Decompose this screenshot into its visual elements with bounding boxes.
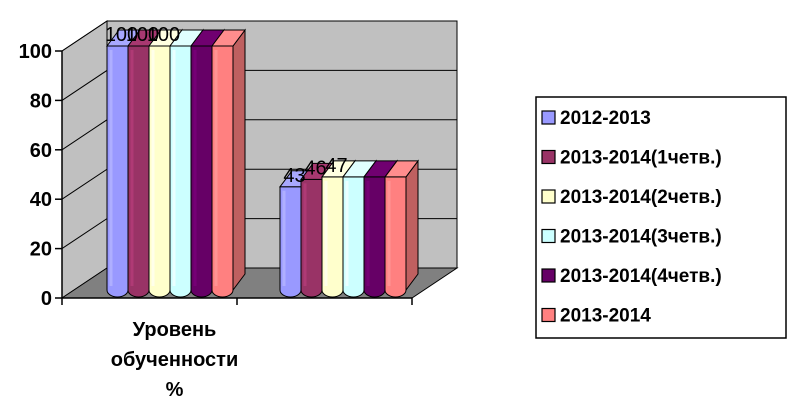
y-tick-label: 40	[30, 189, 52, 211]
legend-swatch	[541, 110, 556, 125]
bar-top	[384, 160, 419, 178]
y-tick-label: 20	[30, 239, 52, 261]
bar-side	[232, 28, 246, 292]
legend-swatch	[541, 149, 556, 165]
data-label: 47	[325, 155, 347, 177]
bars	[106, 28, 419, 298]
category-label-line: %	[166, 379, 184, 401]
bar	[211, 28, 246, 298]
legend-entry: 2013-2014(2четв.)	[560, 187, 722, 208]
axes: 0 20 40 60 80 100 Уровень обученности%	[19, 41, 413, 401]
gridline	[61, 20, 457, 52]
data-label: 46	[304, 157, 326, 179]
legend-entry: 2013-2014(1четв.)	[560, 148, 722, 169]
legend-box	[535, 96, 787, 339]
legend-entry: 2013-2014(4четв.)	[560, 266, 722, 287]
bar	[384, 159, 419, 298]
category-label: Уровень обученности%	[111, 319, 239, 401]
side-wall	[61, 20, 108, 299]
legend-swatch	[541, 189, 556, 204]
data-label: 100	[126, 24, 159, 46]
legend-swatch	[541, 268, 556, 283]
y-tick-label: 0	[41, 288, 52, 310]
legend-entry: 2012-2013	[560, 108, 651, 129]
legend-entry: 2013-2014	[560, 306, 651, 327]
data-label: 43	[283, 165, 305, 187]
data-label: 100	[147, 24, 180, 46]
y-tick-label: 100	[19, 41, 52, 63]
legend-swatch	[541, 228, 556, 244]
legend-entry: 2013-2014(3четв.)	[560, 227, 722, 248]
bar-top	[211, 29, 246, 47]
category-label-line: обученности	[111, 349, 239, 371]
legend: 2012-2013 2013-2014(1четв.) 2013-2014(2чет…	[535, 96, 787, 339]
data-label: 100	[105, 24, 138, 46]
y-tick-label: 80	[30, 90, 52, 112]
category-label-line: Уровень	[133, 319, 217, 341]
legend-swatch	[541, 307, 556, 323]
y-tick-label: 60	[30, 140, 52, 162]
bar-side	[405, 159, 419, 292]
